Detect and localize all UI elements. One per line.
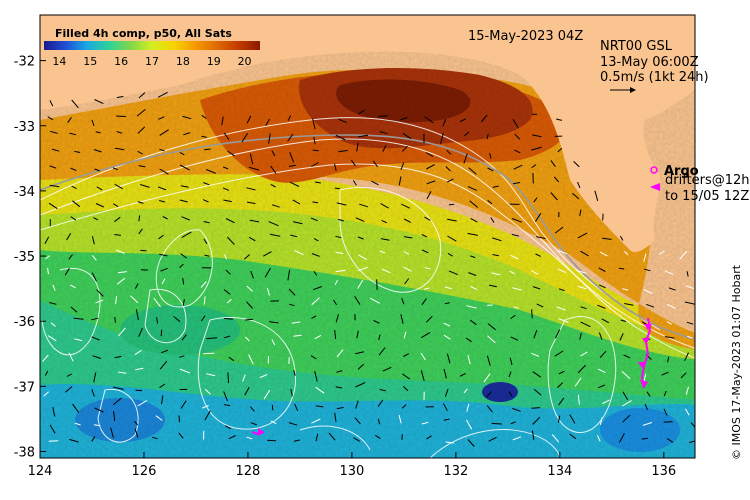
colorbar-title: Filled 4h comp, p50, All Sats <box>55 27 232 40</box>
currents-time-label: 13-May 06:00Z <box>600 55 699 70</box>
current-arrow <box>116 116 126 117</box>
colorbar-tick-label: 19 <box>207 55 221 68</box>
drifters-legend: drifters@12h to 15/05 12Z <box>650 173 750 204</box>
colorbar-tick-label: 18 <box>176 55 190 68</box>
colorbar-ramp <box>44 41 260 50</box>
lon-tick-label: 136 <box>651 464 676 479</box>
drifters-label-line2: to 15/05 12Z <box>665 189 749 204</box>
currents-scale-label: 0.5m/s (1kt 24h) <box>600 70 709 85</box>
current-arrow <box>115 317 116 323</box>
lon-tick-label: 124 <box>28 464 53 479</box>
current-arrow <box>224 319 233 320</box>
current-arrow <box>378 116 387 117</box>
colorbar-tick-label: 15 <box>83 55 97 68</box>
lon-tick-label: 130 <box>339 464 364 479</box>
lat-tick-label: -36 <box>14 315 35 330</box>
colorbar-tick-label: 16 <box>114 55 128 68</box>
current-arrow <box>492 423 502 424</box>
colorbar-tick-label: 14 <box>52 55 66 68</box>
lat-tick-label: -32 <box>14 55 35 70</box>
lat-tick-label: -35 <box>14 250 35 265</box>
map-timestamp: 15-May-2023 04Z <box>468 29 583 44</box>
current-arrow <box>228 372 229 383</box>
current-arrow <box>140 250 146 251</box>
current-arrow <box>179 416 180 423</box>
lat-tick-label: -37 <box>14 380 35 395</box>
lat-tick-label: -34 <box>14 185 35 200</box>
colorbar-tick-label: 17 <box>145 55 159 68</box>
lat-tick-label: -38 <box>14 445 35 460</box>
lon-tick-label: 132 <box>443 464 468 479</box>
current-arrow <box>49 441 58 442</box>
lat-tick-label: -33 <box>14 120 35 135</box>
currents-product-label: NRT00 GSL <box>600 39 673 54</box>
drifters-label-line1: drifters@12h <box>665 173 750 188</box>
lon-tick-label: 126 <box>132 464 157 479</box>
credit-text: © IMOS 17-May-2023 01:07 Hobart <box>730 264 743 460</box>
current-arrow <box>272 405 273 411</box>
current-arrow <box>161 330 162 336</box>
current-arrow <box>532 310 533 319</box>
current-arrow <box>204 149 210 150</box>
current-arrow <box>532 408 541 409</box>
current-arrow <box>139 215 140 221</box>
colorbar-tick-label: 20 <box>238 55 252 68</box>
lon-tick-label: 134 <box>547 464 572 479</box>
current-arrow <box>313 150 319 151</box>
current-arrow <box>449 204 454 205</box>
lon-tick-label: 128 <box>236 464 261 479</box>
